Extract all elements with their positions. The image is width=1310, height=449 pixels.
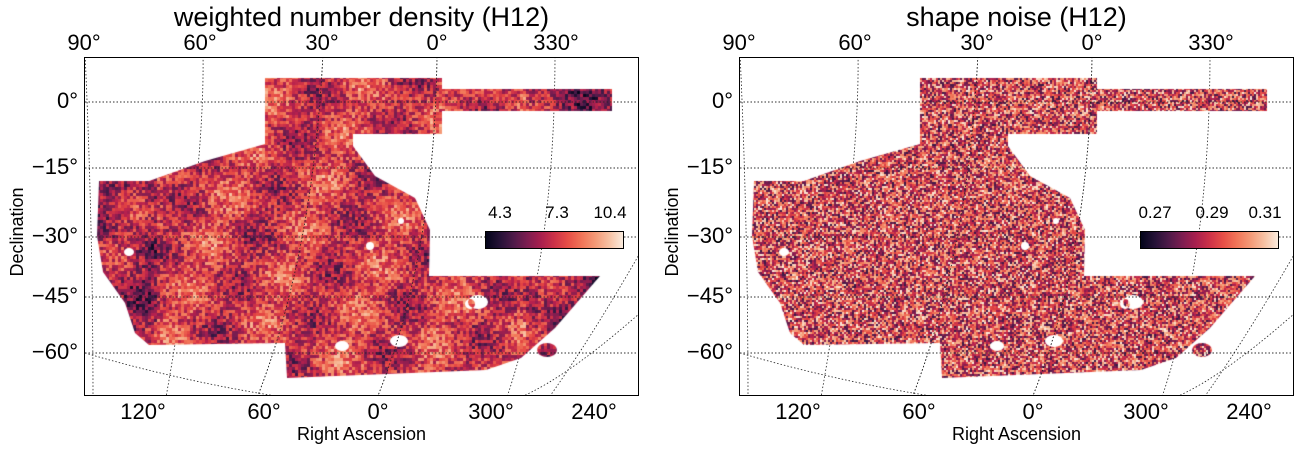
- ra-bottom-tick: 0°: [367, 399, 389, 424]
- colorbar-tick: 10.4: [593, 203, 627, 222]
- ra-top-tick: 0°: [426, 30, 448, 55]
- ra-bottom-tick: 300°: [1123, 399, 1169, 424]
- dec-tick: 0°: [711, 88, 733, 113]
- dec-tick: 0°: [56, 88, 78, 113]
- ra-bottom-tick: 60°: [247, 399, 281, 424]
- ra-top-tick: 60°: [838, 30, 872, 55]
- ra-bottom-tick: 0°: [1022, 399, 1044, 424]
- x-axis-label: Right Ascension: [951, 424, 1082, 444]
- dec-tick: −15°: [31, 154, 78, 179]
- panel-shape-noise: shape noise (H12) 90° 60° 30° 0° 330° 0°…: [655, 0, 1310, 449]
- y-axis-label: Declination: [7, 187, 27, 277]
- panel-weighted-number-density: weighted number density (H12) 90° 60° 30…: [7, 2, 639, 444]
- ra-bottom-tick: 240°: [571, 399, 617, 424]
- dec-tick: −45°: [686, 283, 733, 308]
- dec-tick: −45°: [31, 283, 78, 308]
- ra-bottom-tick: 60°: [902, 399, 936, 424]
- colorbar-tick: 7.3: [545, 203, 569, 222]
- dec-tick: −30°: [31, 223, 78, 248]
- ra-top-tick: 60°: [183, 30, 217, 55]
- dec-tick: −60°: [686, 339, 733, 364]
- survey-footprint: [85, 58, 638, 395]
- survey-footprint: [740, 58, 1293, 395]
- ra-top-tick: 90°: [67, 30, 101, 55]
- ra-top-tick: 0°: [1081, 30, 1103, 55]
- x-axis-label: Right Ascension: [296, 424, 427, 444]
- dec-tick: −15°: [686, 154, 733, 179]
- ra-bottom-tick: 300°: [468, 399, 514, 424]
- panel-title: shape noise (H12): [906, 2, 1127, 32]
- dec-tick: −60°: [31, 339, 78, 364]
- colorbar-tick: 0.31: [1248, 203, 1282, 222]
- ra-bottom-tick: 240°: [1226, 399, 1272, 424]
- colorbar: [1140, 231, 1279, 249]
- sky-map: [739, 57, 1294, 396]
- colorbar-tick: 0.27: [1138, 203, 1172, 222]
- y-axis-label: Declination: [662, 187, 682, 277]
- ra-bottom-tick: 120°: [120, 399, 166, 424]
- ra-top-tick: 30°: [960, 30, 994, 55]
- dec-tick: −30°: [686, 223, 733, 248]
- panel-title: weighted number density (H12): [173, 2, 550, 32]
- ra-top-tick: 30°: [305, 30, 339, 55]
- ra-top-tick: 90°: [722, 30, 756, 55]
- ra-top-tick: 330°: [533, 30, 579, 55]
- ra-top-tick: 330°: [1188, 30, 1234, 55]
- colorbar: [485, 231, 624, 249]
- ra-bottom-tick: 120°: [775, 399, 821, 424]
- colorbar-tick: 0.29: [1195, 203, 1229, 222]
- colorbar-tick: 4.3: [488, 203, 512, 222]
- sky-map: [84, 57, 639, 396]
